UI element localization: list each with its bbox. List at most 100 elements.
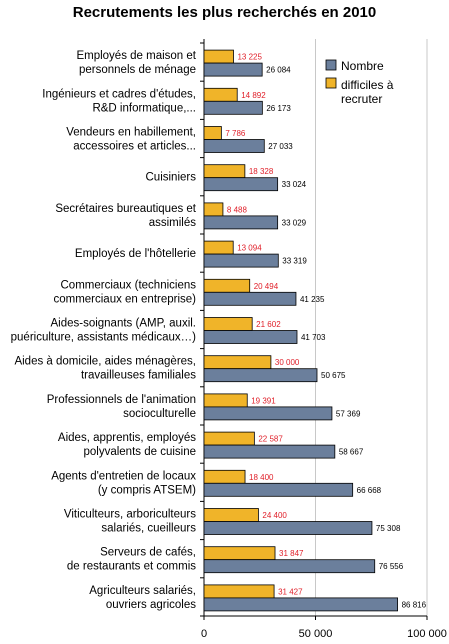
category-label-line: Aides-soignants (AMP, auxil. [50,318,196,330]
category-label-line: Agents d'entretien de locaux [51,470,196,482]
data-label-nombre: 76 556 [379,562,404,571]
category-label: Viticulteurs, arboriculteurs salariés, cu… [64,509,196,535]
category-label-line: Cuisiniers [146,172,197,184]
bar-nombre [203,521,373,535]
data-label-difficiles: 21 602 [256,320,281,329]
bar-difficiles [203,508,259,522]
bar-difficiles [203,278,251,293]
data-label-nombre: 27 033 [268,142,293,151]
category-label-line: Aides, apprentis, employés [58,432,196,444]
category-label-line: salariés, cueilleurs [101,523,196,535]
category-label-line: Viticulteurs, arboriculteurs [64,509,196,521]
data-label-nombre: 33 319 [282,257,307,266]
data-label-difficiles: 8 488 [227,205,248,214]
legend-swatch-difficiles [325,77,337,89]
bar-nombre [203,253,279,268]
category-label-line: de restaurants et commis [67,561,196,573]
category-label-line: (y compris ATSEM) [98,484,196,496]
data-label-difficiles: 24 400 [262,511,287,520]
x-tick-label: 100 000 [407,628,447,640]
bar-nombre [203,215,279,230]
category-label-line: accessoires et articles... [73,141,196,153]
x-tick-label: 50 000 [299,628,333,640]
bar-nombre [203,291,297,306]
bar-difficiles [203,355,272,370]
legend-label-line: recruter [341,92,382,106]
bar-nombre [203,444,336,459]
bar-difficiles [203,431,255,446]
data-label-difficiles: 14 892 [241,91,266,100]
legend-label-difficiles: difficiles à recruter [341,78,394,106]
category-label: Aides-soignants (AMP, auxil. puériculture… [11,318,197,344]
bar-nombre [203,482,354,497]
data-label-nombre: 66 668 [357,486,382,495]
bar-nombre [203,330,298,344]
bar-nombre [203,597,398,612]
bar-difficiles [203,87,238,102]
data-label-nombre: 33 029 [282,218,307,227]
bar-difficiles [203,49,234,64]
data-label-nombre: 33 024 [282,180,307,189]
bar-nombre [203,177,279,192]
data-label-nombre: 57 369 [336,409,361,418]
category-label: Ingénieurs et cadres d'études, R&D inform… [42,88,196,114]
data-label-nombre: 75 308 [376,524,401,533]
legend-label-line: difficiles à [341,78,394,92]
category-label: Commerciaux (techniciens commerciaux en e… [53,279,196,305]
category-label-line: personnels de ménage [79,64,196,76]
category-label-line: puériculture, assistants médicaux…) [11,332,197,344]
data-label-nombre: 41 703 [301,333,326,342]
data-label-difficiles: 30 000 [275,358,300,367]
data-label-nombre: 86 816 [402,600,427,609]
category-label: Cuisiniers [146,172,197,184]
bar-difficiles [203,164,246,179]
data-label-difficiles: 13 094 [237,244,262,253]
legend-swatch-nombre [325,59,337,71]
bar-nombre [203,559,376,574]
category-label-line: ouvriers agricoles [106,599,196,611]
category-label-line: Vendeurs en habillement, [66,127,196,139]
data-label-difficiles: 20 494 [254,282,279,291]
category-label-line: Secrétaires bureautiques et [55,203,196,215]
bar-difficiles [203,317,253,331]
category-label: Secrétaires bureautiques et assimilés [55,203,196,229]
bar-nombre [203,62,263,77]
data-label-difficiles: 31 847 [279,549,304,558]
data-label-difficiles: 22 587 [258,435,283,444]
category-label-line: Employés de maison et [76,50,196,62]
category-label-line: Commerciaux (techniciens [61,279,197,291]
data-label-nombre: 50 675 [321,371,346,380]
bar-difficiles [203,202,224,217]
data-label-difficiles: 18 400 [249,473,274,482]
data-label-nombre: 26 084 [266,66,291,75]
data-label-nombre: 26 173 [266,104,291,113]
data-label-nombre: 41 235 [300,295,325,304]
legend-label-nombre: Nombre [341,59,384,73]
category-label-line: socioculturelle [123,408,196,420]
category-label-line: polyvalents de cuisine [83,446,196,458]
category-label-line: Ingénieurs et cadres d'études, [42,88,196,100]
category-label: Aides à domicile, aides ménagères, travai… [14,356,196,382]
category-label: Aides, apprentis, employés polyvalents de… [58,432,196,458]
category-label: Employés de maison et personnels de ménag… [76,50,196,76]
category-label: Serveurs de cafés, de restaurants et comm… [67,547,196,573]
bar-nombre [203,100,263,115]
category-label-line: R&D informatique,... [92,102,196,114]
data-label-nombre: 58 667 [339,448,364,457]
category-label-line: commerciaux en entreprise) [53,293,196,305]
bar-difficiles [203,393,248,408]
category-label: Employés de l'hôtellerie [75,248,196,260]
bar-nombre [203,139,265,153]
bar-nombre [203,406,333,421]
category-label-line: assimilés [149,217,197,229]
category-label: Agriculteurs salariés, ouvriers agricoles [89,585,196,611]
bar-nombre [203,368,318,383]
category-label-line: Aides à domicile, aides ménagères, [14,356,196,368]
category-label-line: Agriculteurs salariés, [89,585,196,597]
x-tick-label: 0 [201,628,207,640]
data-label-difficiles: 7 786 [225,129,246,138]
category-label-line: travailleuses familiales [81,370,196,382]
category-label: Agents d'entretien de locaux (y compris A… [51,470,196,496]
category-label: Vendeurs en habillement, accessoires et a… [66,127,196,153]
